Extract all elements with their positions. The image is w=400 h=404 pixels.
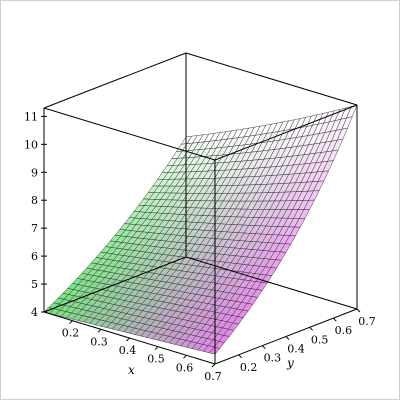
x-tick-mark — [183, 354, 187, 359]
y-tick-label: 0.3 — [264, 352, 282, 365]
y-tick-label: 0.5 — [311, 333, 329, 346]
x-tick-mark — [154, 346, 159, 351]
y-tick-mark — [332, 317, 337, 322]
box-edge — [43, 107, 216, 161]
z-tick-label: 7 — [31, 222, 38, 235]
y-tick-mark — [238, 354, 243, 359]
x-axis-ticks: 0.2 0.3 0.4 0.5 0.6 0.7 — [62, 320, 222, 383]
y-axis-label: y — [286, 356, 294, 370]
z-tick-label: 5 — [31, 278, 38, 291]
x-tick-mark — [126, 337, 130, 342]
surface — [43, 104, 358, 355]
z-tick-label: 9 — [31, 166, 38, 179]
y-tick-mark — [285, 336, 290, 340]
box-edge — [43, 256, 187, 313]
y-tick-mark — [261, 345, 266, 350]
x-tick-mark — [211, 363, 216, 368]
y-tick-label: 0.4 — [287, 343, 305, 356]
z-tick-label: 11 — [24, 110, 38, 123]
box-edge — [43, 52, 187, 109]
z-tick-label: 10 — [24, 138, 38, 151]
x-tick-label: 0.7 — [204, 370, 222, 383]
x-axis-label: x — [128, 363, 135, 377]
z-tick-label: 8 — [31, 194, 38, 207]
y-tick-label: 0.2 — [240, 361, 258, 374]
z-tick-label: 4 — [31, 306, 38, 319]
box-edge — [214, 104, 358, 161]
z-axis-ticks: 4 5 6 7 8 9 10 11 — [24, 110, 47, 319]
y-tick-label: 0.6 — [335, 324, 353, 337]
y-tick-mark — [309, 326, 314, 331]
x-tick-mark — [97, 328, 102, 333]
y-axis-ticks: 0.2 0.3 0.4 0.5 0.6 0.7 — [238, 308, 376, 374]
x-tick-label: 0.3 — [90, 335, 108, 348]
x-tick-label: 0.4 — [119, 344, 137, 357]
x-tick-mark — [69, 320, 73, 325]
box-edge — [185, 256, 358, 310]
y-tick-mark — [356, 308, 361, 313]
box-edge — [185, 52, 358, 106]
x-tick-label: 0.2 — [62, 327, 80, 340]
y-tick-label: 0.7 — [358, 315, 376, 328]
x-tick-label: 0.5 — [147, 353, 165, 366]
z-tick-label: 6 — [31, 250, 38, 263]
x-tick-label: 0.6 — [176, 361, 194, 374]
